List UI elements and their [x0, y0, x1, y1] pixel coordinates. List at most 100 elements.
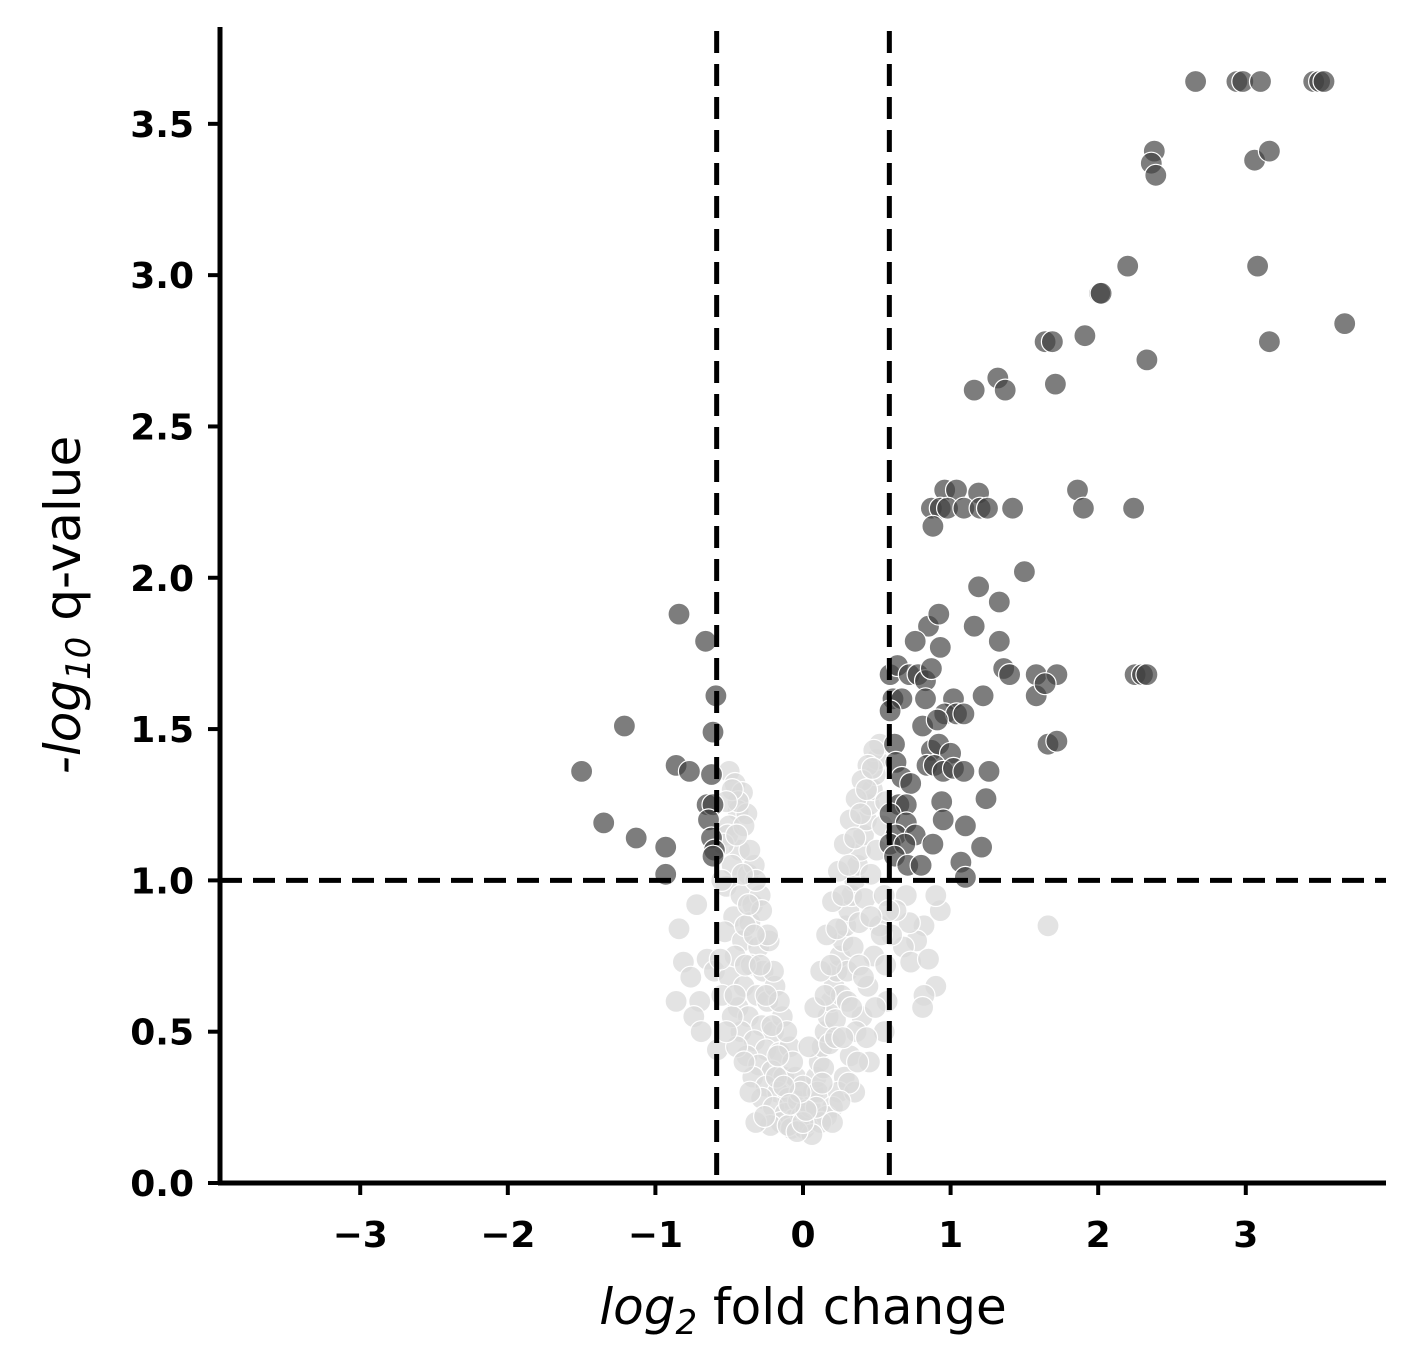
point-significant: [1043, 372, 1068, 396]
point-significant: [921, 832, 945, 856]
point-significant: [969, 835, 994, 859]
point-not-significant: [916, 947, 941, 971]
point-not-significant: [859, 905, 883, 929]
point-not-significant: [854, 1026, 879, 1050]
point-not-significant: [820, 1110, 845, 1135]
x-ticks: −3 −2 −1 0 1 2 3: [333, 1183, 1258, 1256]
y-tick-label: 0.5: [130, 1013, 194, 1054]
point-significant: [1116, 254, 1140, 278]
point-significant: [1121, 496, 1146, 520]
point-not-significant: [752, 1104, 777, 1129]
point-significant: [1012, 560, 1037, 584]
x-tick-label: −2: [480, 1215, 535, 1256]
point-significant: [701, 720, 725, 744]
y-tick-label: 1.5: [130, 710, 194, 751]
point-significant: [677, 759, 702, 784]
point-significant: [913, 687, 938, 711]
point-significant: [693, 629, 718, 653]
point-not-significant: [679, 965, 703, 989]
point-not-significant: [819, 953, 843, 977]
point-significant: [953, 814, 978, 838]
point-significant: [974, 787, 998, 811]
point-significant: [1183, 69, 1208, 94]
point-not-significant: [851, 965, 876, 989]
x-axis-title: log2 fold change: [599, 1278, 1007, 1343]
point-significant: [1144, 163, 1168, 187]
point-significant: [928, 635, 952, 660]
point-significant: [1045, 729, 1069, 753]
y-ticks: 0.0 0.5 1.0 1.5 2.0 2.5 3.0 3.5: [130, 105, 220, 1205]
point-significant: [909, 853, 933, 877]
point-not-significant: [738, 1080, 762, 1104]
x-tick-label: −1: [628, 1215, 683, 1256]
point-significant: [971, 684, 995, 708]
point-significant: [919, 656, 944, 681]
point-significant: [667, 602, 691, 626]
point-not-significant: [760, 1013, 784, 1038]
point-not-significant: [667, 917, 691, 941]
point-significant: [997, 662, 1022, 687]
point-not-significant: [1036, 914, 1060, 938]
point-not-significant: [837, 853, 861, 877]
point-significant: [612, 714, 637, 738]
y-tick-label: 2.5: [130, 407, 194, 448]
point-significant: [966, 575, 991, 599]
x-tick-label: −3: [333, 1215, 388, 1256]
point-not-significant: [860, 756, 885, 781]
point-not-significant: [825, 917, 849, 941]
point-significant: [921, 514, 945, 538]
point-significant: [624, 826, 648, 850]
point-not-significant: [869, 923, 893, 947]
point-not-significant: [854, 777, 879, 802]
point-significant: [1257, 139, 1282, 163]
point-not-significant: [831, 883, 855, 908]
point-not-significant: [724, 823, 749, 847]
point-significant: [701, 844, 725, 868]
point-not-significant: [766, 1044, 790, 1068]
y-tick-label: 3.5: [130, 105, 194, 146]
point-not-significant: [810, 1071, 834, 1095]
point-significant: [952, 702, 976, 726]
point-significant: [987, 629, 1011, 653]
point-significant: [903, 629, 927, 653]
threshold-lines: [220, 31, 1386, 1183]
point-not-significant: [874, 953, 898, 977]
point-significant: [1248, 69, 1273, 94]
point-not-significant: [723, 983, 747, 1008]
point-significant: [931, 808, 955, 832]
point-significant: [1135, 662, 1159, 687]
point-not-significant: [738, 838, 762, 862]
point-significant: [654, 835, 678, 859]
x-tick-label: 2: [1086, 1215, 1111, 1256]
point-not-significant: [685, 892, 709, 917]
point-significant: [1000, 496, 1025, 520]
significant-points: [569, 69, 1357, 890]
point-not-significant: [742, 923, 766, 947]
point-significant: [1040, 330, 1065, 354]
point-significant: [899, 771, 923, 796]
not-significant-points: [664, 732, 1060, 1147]
point-not-significant: [840, 995, 864, 1020]
point-not-significant: [708, 947, 732, 971]
point-not-significant: [748, 953, 772, 977]
point-significant: [1245, 254, 1270, 278]
point-significant: [975, 496, 1000, 520]
point-significant: [1312, 69, 1336, 94]
axes: [217, 27, 1386, 1186]
y-tick-label: 0.0: [130, 1164, 194, 1205]
point-significant: [962, 378, 986, 402]
point-significant: [699, 762, 724, 787]
point-significant: [977, 759, 1001, 784]
x-tick-label: 3: [1233, 1215, 1258, 1256]
point-significant: [592, 811, 616, 835]
point-significant: [1135, 348, 1159, 372]
point-significant: [1257, 330, 1282, 354]
point-significant: [1071, 496, 1096, 520]
point-not-significant: [754, 983, 778, 1008]
point-significant: [1089, 281, 1113, 305]
point-significant: [1073, 324, 1097, 348]
point-significant: [925, 708, 949, 732]
point-significant: [1333, 312, 1357, 336]
x-tick-label: 1: [938, 1215, 963, 1256]
point-not-significant: [828, 1089, 852, 1113]
